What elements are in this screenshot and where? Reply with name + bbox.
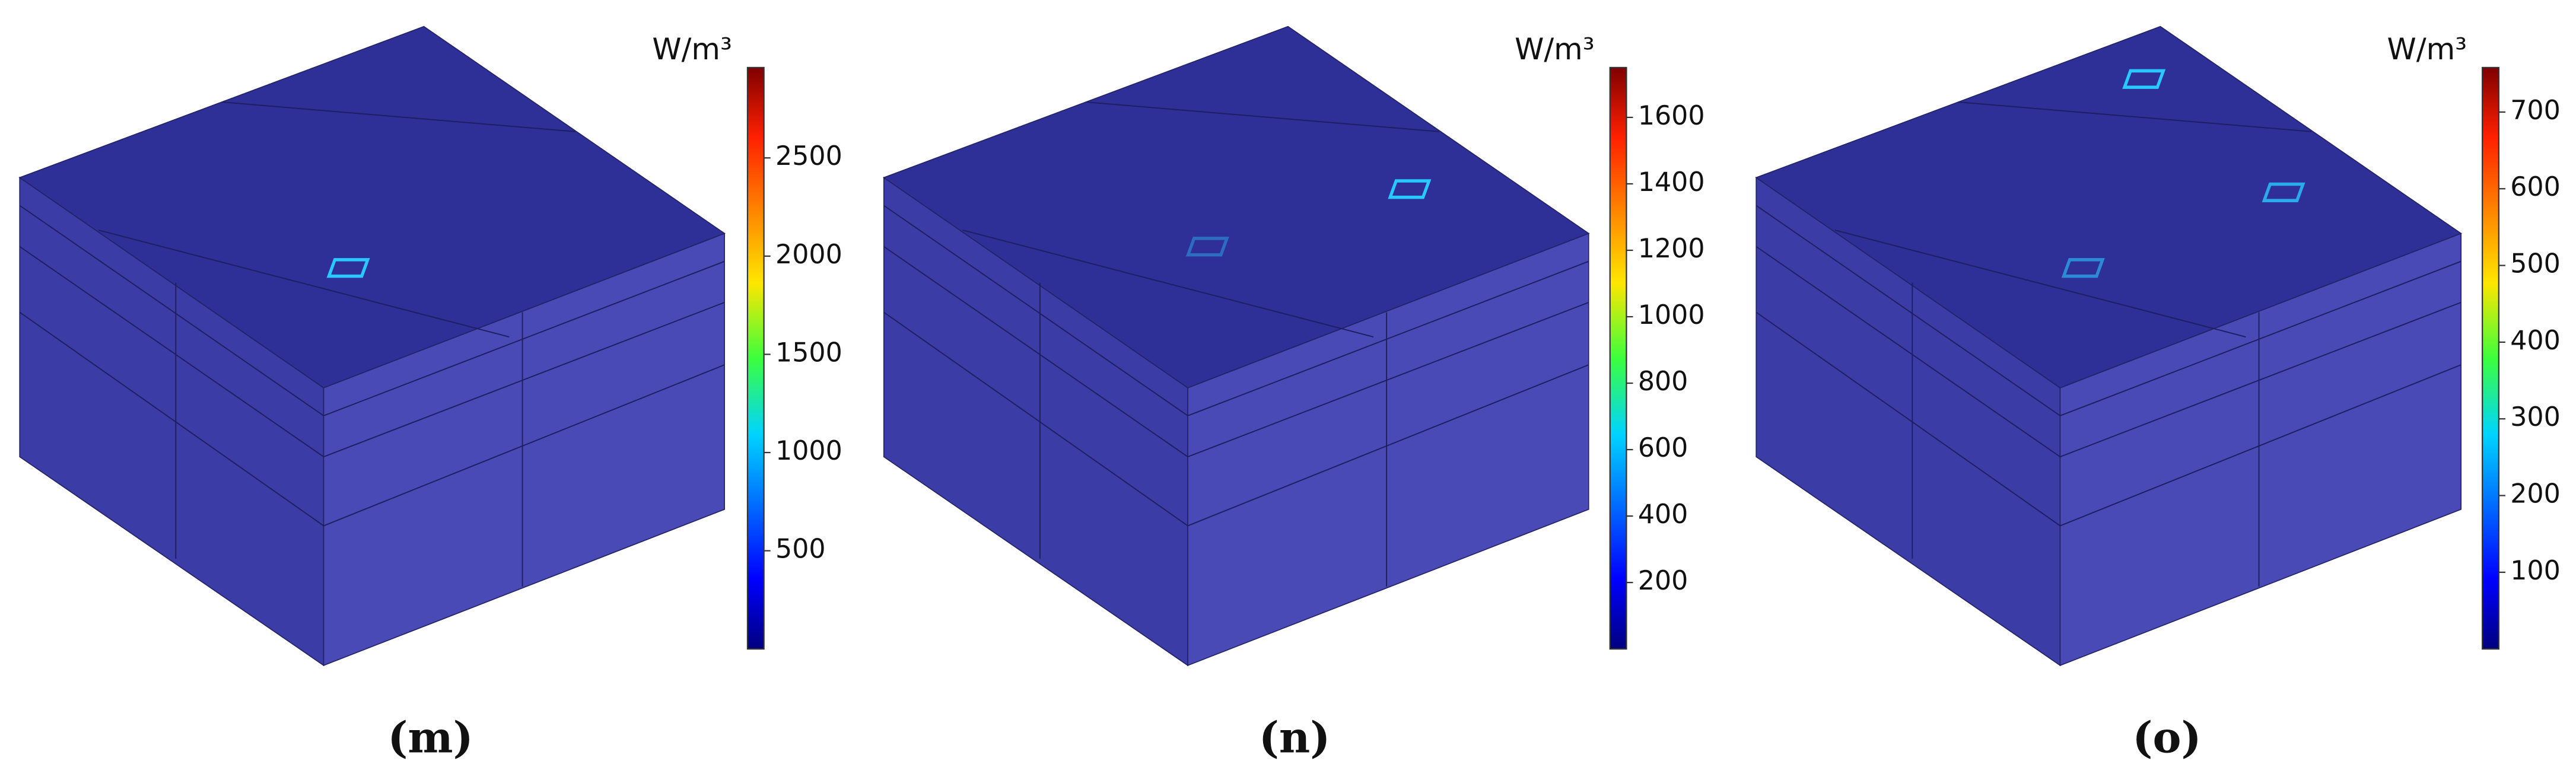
seam-line [962, 230, 1374, 337]
colorbar-tick-label: 800 [1638, 367, 1688, 397]
layer-line [19, 205, 725, 417]
seam-line [1834, 230, 2246, 337]
colorbar-tick-label: 1600 [1638, 101, 1705, 131]
colorbar-tick-label: 300 [2510, 402, 2561, 432]
layer-line [883, 246, 1589, 458]
seam-line [1958, 101, 2312, 132]
colorbar-unit: W/m³ [1515, 32, 1595, 66]
colorbar [2482, 66, 2499, 650]
layer-line [883, 311, 1589, 527]
colorbar [746, 66, 765, 650]
top-face [883, 26, 1590, 388]
colorbar-tick-label: 100 [2510, 556, 2561, 586]
colorbar-tick-label: 400 [2510, 326, 2561, 356]
colorbar [1609, 66, 1627, 650]
hotspot [1388, 179, 1432, 199]
colorbar-tick-label: 500 [2510, 249, 2561, 279]
hotspot [2262, 182, 2305, 202]
colorbar-tick-label: 700 [2510, 95, 2561, 126]
colorbar-tick-label: 500 [775, 534, 826, 565]
colorbar-tick-label: 1400 [1638, 167, 1705, 198]
layer-line [1756, 246, 2461, 458]
colorbar-tick-label: 1500 [775, 337, 842, 368]
colorbar-tick-label: 1000 [1638, 300, 1705, 330]
panel-label: (n) [1259, 712, 1330, 763]
colorbar-unit: W/m³ [652, 32, 732, 66]
layer-line [1756, 311, 2461, 527]
render-3d [1755, 26, 2462, 667]
top-face [18, 26, 726, 388]
layer-line [19, 246, 725, 458]
colorbar-tick-label: 600 [1638, 433, 1688, 463]
colorbar-tick-label: 600 [2510, 172, 2561, 202]
layer-line [19, 311, 725, 527]
colorbar-tick-label: 200 [1638, 566, 1688, 596]
hotspot [2061, 258, 2105, 278]
panel-label: (o) [2132, 712, 2201, 763]
colorbar-tick-label: 200 [2510, 479, 2561, 509]
colorbar-unit: W/m³ [2387, 32, 2467, 66]
render-3d [18, 26, 726, 667]
hotspot [326, 258, 370, 278]
panel-label: (m) [387, 712, 473, 763]
hotspot [1185, 237, 1229, 257]
seam-line [221, 101, 575, 132]
seam-line [1086, 101, 1439, 132]
colorbar-tick-label: 2500 [775, 141, 842, 171]
colorbar-tick-label: 400 [1638, 499, 1688, 530]
render-3d [883, 26, 1590, 667]
hotspot [2122, 69, 2166, 89]
layer-line [1756, 205, 2461, 417]
colorbar-tick-label: 2000 [775, 240, 842, 270]
layer-line [883, 205, 1589, 417]
seam-line [98, 230, 510, 337]
colorbar-tick-label: 1200 [1638, 234, 1705, 264]
top-face [1755, 26, 2462, 388]
colorbar-tick-label: 1000 [775, 436, 842, 466]
